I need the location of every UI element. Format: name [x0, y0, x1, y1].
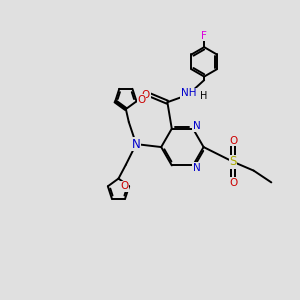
Text: H: H — [200, 91, 207, 101]
Text: O: O — [229, 178, 237, 188]
Text: N: N — [193, 121, 201, 131]
Text: O: O — [137, 95, 146, 105]
Text: N: N — [193, 163, 201, 173]
Text: S: S — [229, 155, 237, 168]
Text: O: O — [142, 90, 150, 100]
Text: N: N — [132, 138, 140, 151]
Text: NH: NH — [181, 88, 196, 98]
Text: F: F — [201, 31, 207, 41]
Text: O: O — [229, 136, 237, 146]
Text: O: O — [120, 181, 128, 191]
